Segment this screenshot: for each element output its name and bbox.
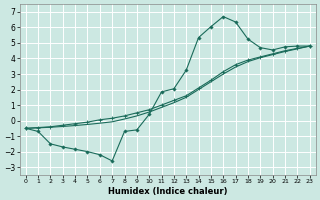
X-axis label: Humidex (Indice chaleur): Humidex (Indice chaleur): [108, 187, 228, 196]
